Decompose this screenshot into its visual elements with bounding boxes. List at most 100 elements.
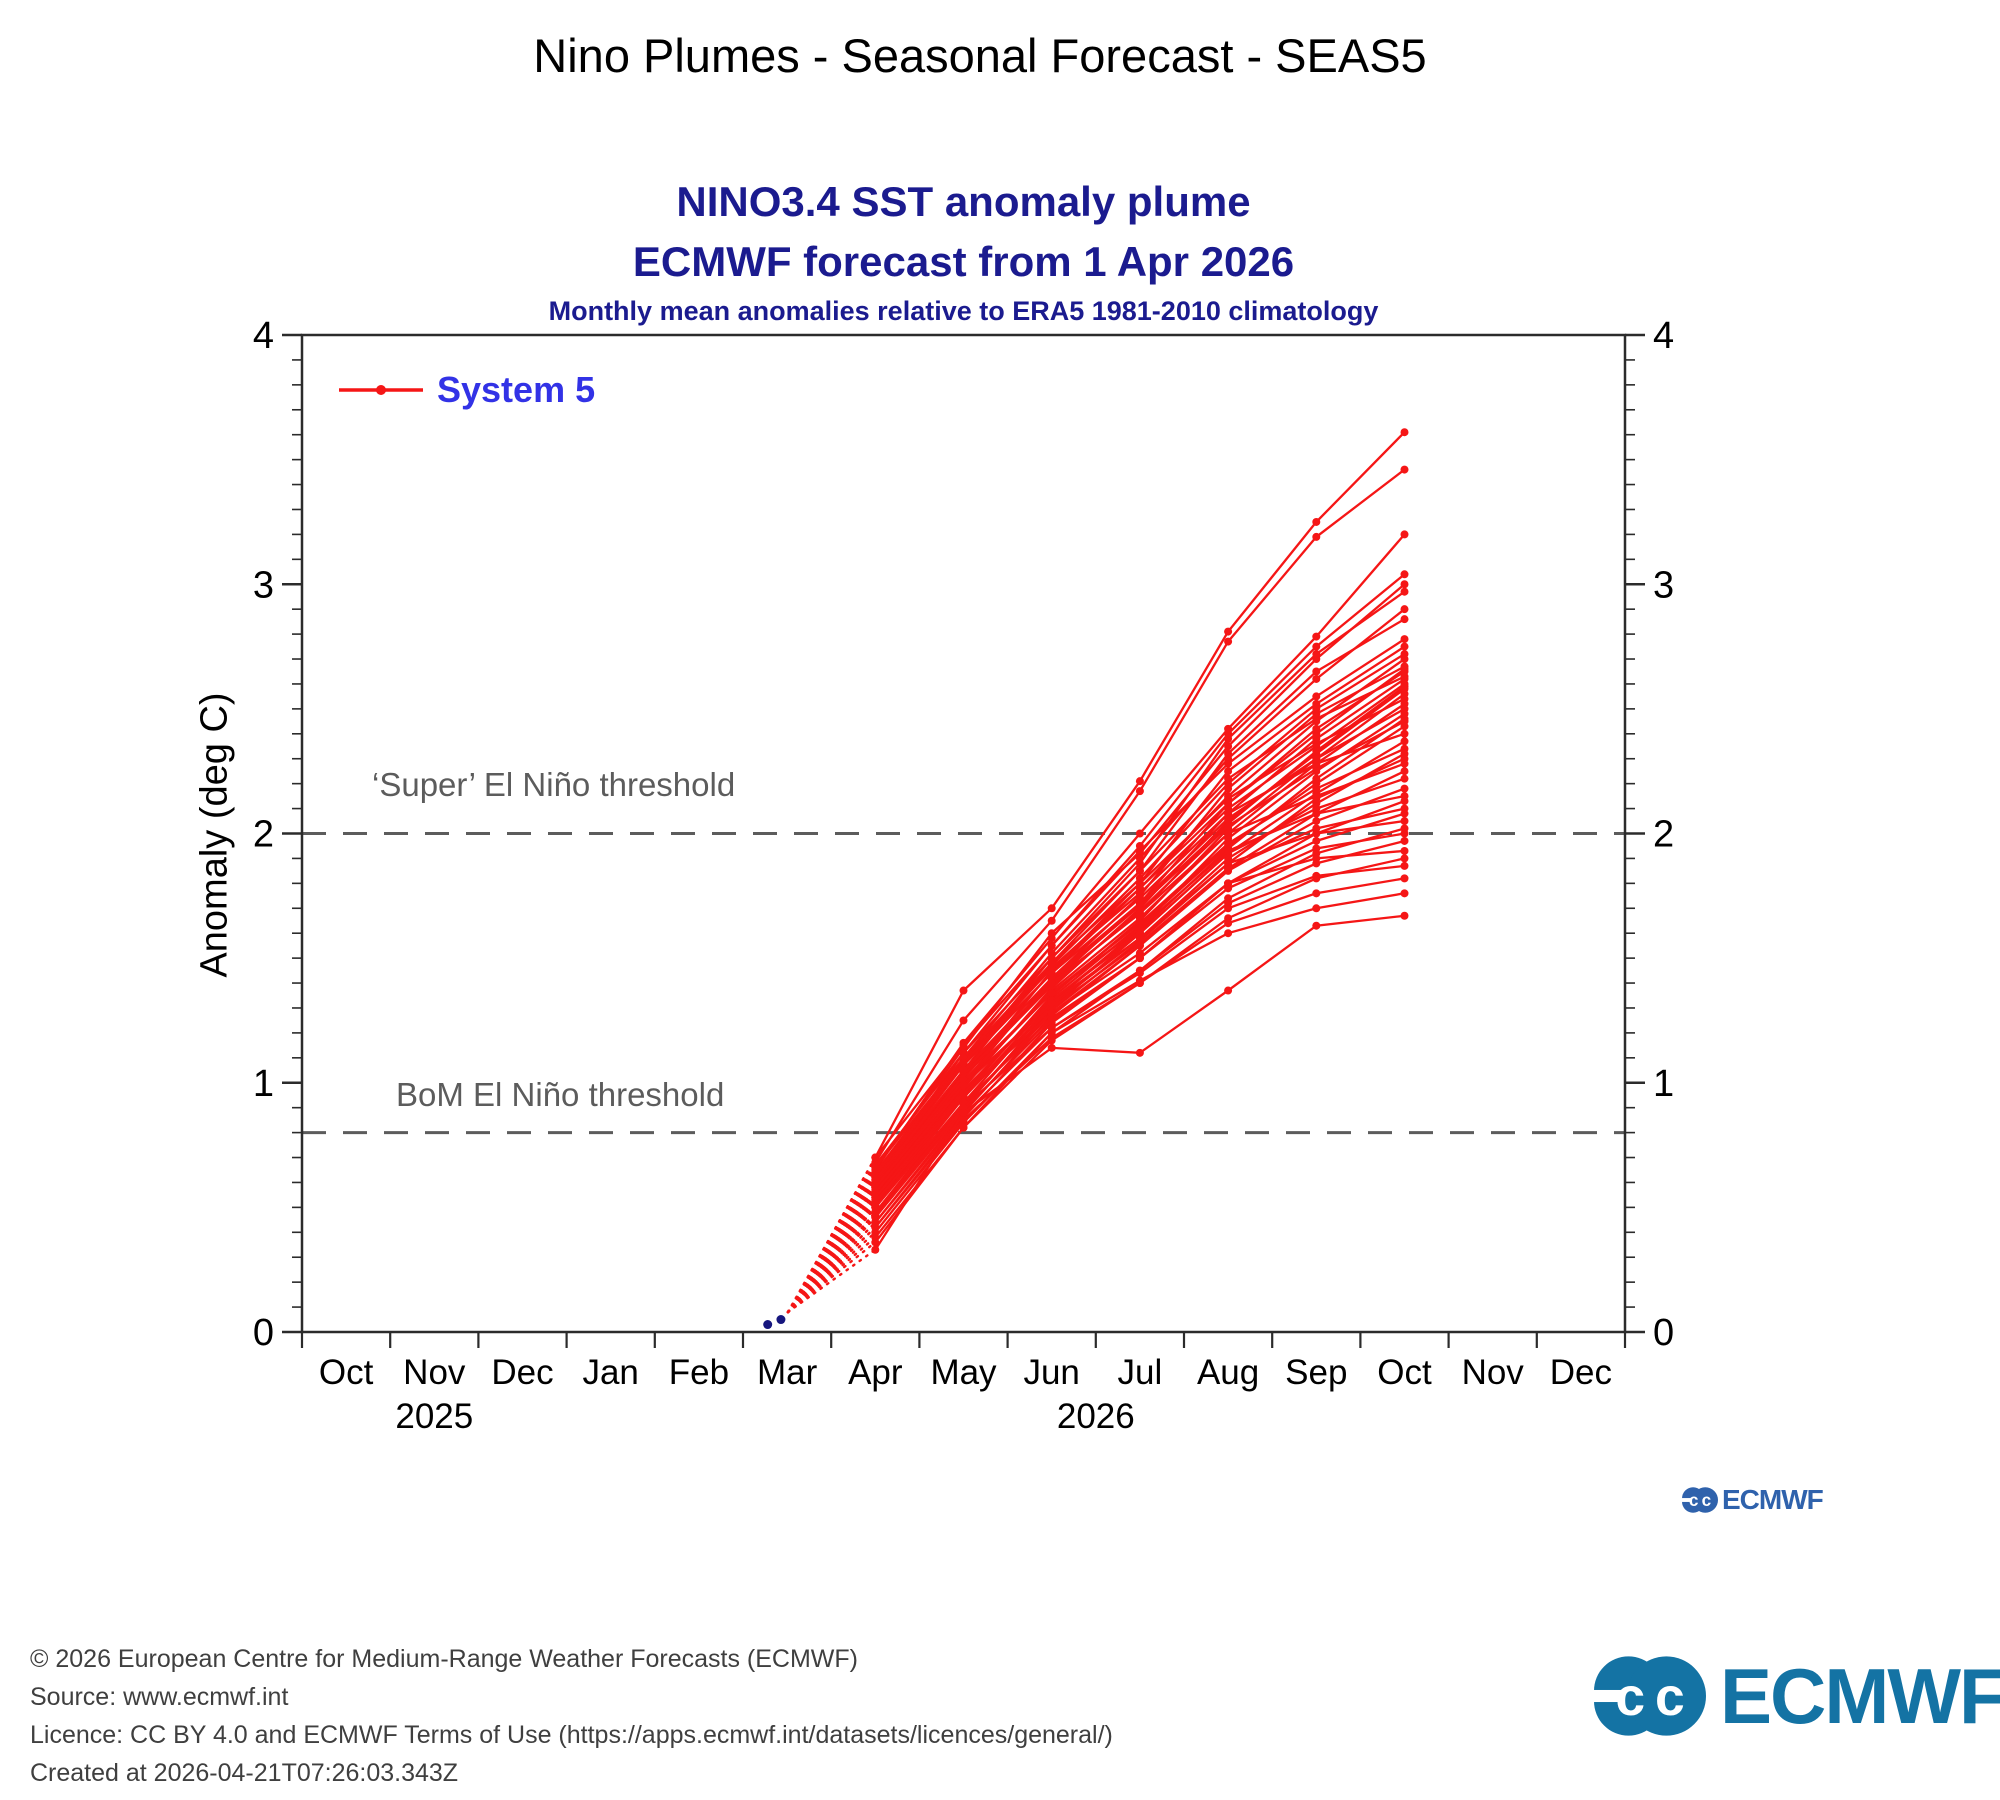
- member-start-dotted: [786, 1203, 877, 1314]
- member-point: [1400, 836, 1409, 845]
- x-month-label: Oct: [1377, 1353, 1432, 1392]
- member-start-dotted: [786, 1206, 877, 1314]
- member-point: [1400, 797, 1409, 806]
- member-point: [1047, 1028, 1056, 1037]
- ecmwf-mark-large-icon: c c: [1594, 1656, 1706, 1736]
- member-point: [1047, 929, 1056, 938]
- member-point: [1400, 861, 1409, 870]
- member-start-dotted: [786, 1236, 877, 1314]
- member-point: [1400, 809, 1409, 818]
- ecmwf-logo-large-text: ECMWF: [1720, 1651, 2000, 1740]
- member-point: [1224, 734, 1233, 743]
- member-point: [1400, 854, 1409, 863]
- svg-text:c: c: [1689, 1490, 1699, 1510]
- member-point: [1400, 530, 1409, 539]
- footer-copyright: © 2026 European Centre for Medium-Range …: [30, 1645, 859, 1673]
- x-month-label: Jul: [1118, 1353, 1163, 1392]
- y-tick-label: 4: [253, 315, 274, 357]
- member-point: [1047, 1008, 1056, 1017]
- member-point: [1312, 809, 1321, 818]
- member-point: [1135, 1048, 1144, 1057]
- y-tick-label: 3: [1653, 564, 1674, 606]
- member-point: [959, 986, 968, 995]
- page-title: Nino Plumes - Seasonal Forecast - SEAS5: [533, 29, 1427, 82]
- member-point: [1400, 729, 1409, 738]
- member-point: [1312, 759, 1321, 768]
- x-month-label: Jun: [1023, 1353, 1079, 1392]
- member-point: [1135, 866, 1144, 875]
- x-month-label: Dec: [491, 1353, 553, 1392]
- member-point: [959, 1058, 968, 1067]
- y-axis-label: Anomaly (deg C): [193, 692, 236, 978]
- member-point: [1400, 829, 1409, 838]
- member-start-dotted: [786, 1196, 877, 1314]
- member-point: [1047, 959, 1056, 968]
- member-point: [1312, 642, 1321, 651]
- member-point: [1047, 989, 1056, 998]
- member-point: [1224, 846, 1233, 855]
- member-point: [1312, 854, 1321, 863]
- member-start-dotted: [786, 1216, 877, 1314]
- member-point: [1224, 904, 1233, 913]
- member-start-dotted: [786, 1173, 877, 1314]
- member-point: [1135, 777, 1144, 786]
- member-point: [1400, 615, 1409, 624]
- member-point: [1224, 774, 1233, 783]
- member-point: [1135, 934, 1144, 943]
- member-point: [871, 1193, 880, 1202]
- member-point: [959, 1088, 968, 1097]
- footer-licence: Licence: CC BY 4.0 and ECMWF Terms of Us…: [30, 1721, 1113, 1749]
- member-point: [1224, 839, 1233, 848]
- member-point: [1047, 969, 1056, 978]
- member-point: [1400, 874, 1409, 883]
- y-tick-label: 2: [253, 814, 274, 856]
- member-point: [1224, 794, 1233, 803]
- y-tick-label: 4: [1653, 315, 1674, 357]
- x-year-label: 2026: [1057, 1397, 1135, 1436]
- member-point: [1224, 859, 1233, 868]
- member-point: [1400, 465, 1409, 474]
- member-point: [1224, 986, 1233, 995]
- chart-title: NINO3.4 SST anomaly plume: [676, 178, 1251, 225]
- member-point: [1047, 998, 1056, 1007]
- member-point: [1224, 829, 1233, 838]
- ecmwf-mark-small-icon: c c: [1682, 1487, 1718, 1513]
- member-start-dotted: [786, 1188, 877, 1314]
- x-month-label: Feb: [669, 1353, 729, 1392]
- member-point: [959, 1016, 968, 1025]
- member-point: [871, 1153, 880, 1162]
- x-month-label: Nov: [403, 1353, 466, 1392]
- member-point: [871, 1238, 880, 1247]
- member-start-dotted: [786, 1231, 877, 1314]
- member-point: [1312, 836, 1321, 845]
- member-point: [1135, 854, 1144, 863]
- member-point: [1400, 580, 1409, 589]
- member-point: [1224, 809, 1233, 818]
- x-year-label: 2025: [395, 1397, 473, 1436]
- legend-line-sample-icon: [339, 385, 423, 395]
- member-point: [1135, 879, 1144, 888]
- member-point: [1400, 784, 1409, 793]
- member-point: [1224, 742, 1233, 751]
- y-tick-label: 2: [1653, 814, 1674, 856]
- member-point: [1400, 642, 1409, 651]
- chart-subtitle: ECMWF forecast from 1 Apr 2026: [632, 238, 1295, 285]
- ecmwf-logo-small: c c ECMWF: [1682, 1484, 1824, 1516]
- member-point: [1224, 749, 1233, 758]
- member-point: [1135, 829, 1144, 838]
- x-month-label: May: [930, 1353, 997, 1392]
- member-start-dotted: [786, 1226, 877, 1314]
- member-point: [1312, 714, 1321, 723]
- member-point: [1224, 879, 1233, 888]
- member-start-dotted: [786, 1206, 877, 1314]
- footer-source: Source: www.ecmwf.int: [30, 1683, 289, 1711]
- member-point: [959, 1066, 968, 1075]
- bom-elnino-threshold-label: BoM El Niño threshold: [396, 1076, 725, 1113]
- x-month-label: Oct: [319, 1353, 374, 1392]
- member-point: [1312, 674, 1321, 683]
- member-point: [1312, 889, 1321, 898]
- member-point: [959, 1041, 968, 1050]
- member-point: [1135, 846, 1144, 855]
- observed-point: [763, 1320, 773, 1330]
